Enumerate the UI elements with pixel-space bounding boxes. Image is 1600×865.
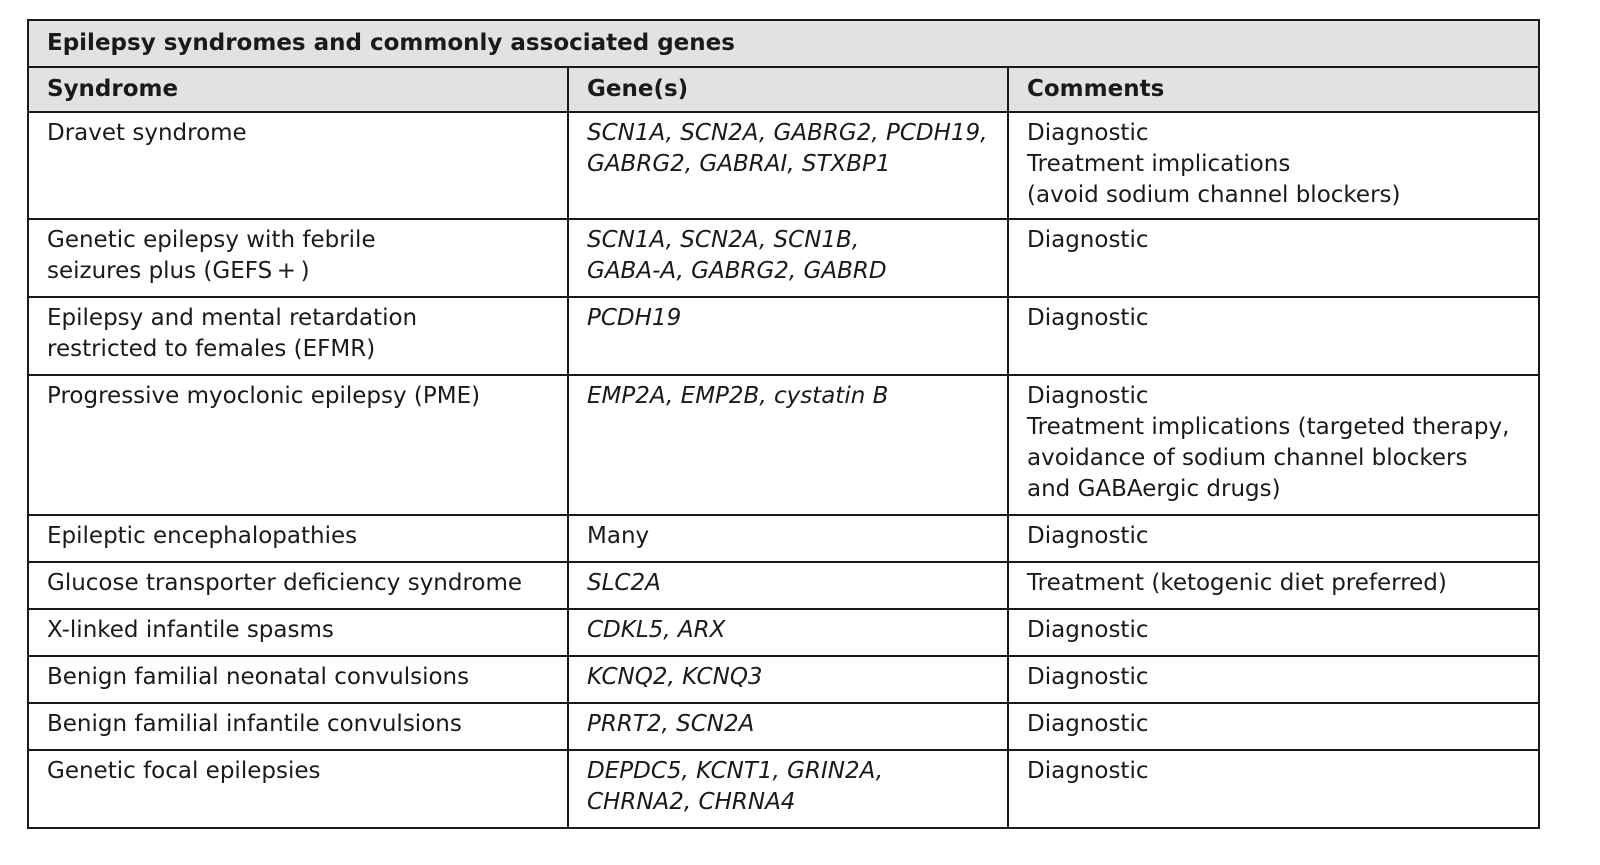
genes-cell-line: KCNQ2, KCNQ3 bbox=[587, 664, 763, 690]
genes-cell-line: SCN1A, SCN2A, GABRG2, PCDH19, bbox=[587, 120, 988, 146]
genes-cell-line: SLC2A bbox=[587, 570, 661, 596]
syndrome-cell-line: X-linked infantile spasms bbox=[47, 617, 334, 643]
syndrome-cell-line: Progressive myoclonic epilepsy (PME) bbox=[47, 383, 481, 409]
syndrome-cell-line: Genetic epilepsy with febrile bbox=[47, 227, 376, 253]
syndrome-cell: Progressive myoclonic epilepsy (PME) bbox=[27, 374, 569, 516]
table-row: Benign familial infantile convulsions PRR… bbox=[27, 702, 1540, 751]
syndrome-cell: Dravet syndrome bbox=[27, 111, 569, 220]
syndrome-cell-line: Glucose transporter deficiency syndrome bbox=[47, 570, 523, 596]
syndrome-cell-line: Benign familial infantile convulsions bbox=[47, 711, 462, 737]
syndrome-cell: Genetic focal epilepsies bbox=[27, 749, 569, 829]
genes-cell-line: CDKL5, ARX bbox=[587, 617, 726, 643]
comments-cell-line: Diagnostic bbox=[1027, 664, 1149, 690]
table-caption-row: Epilepsy syndromes and commonly associat… bbox=[27, 19, 1540, 68]
genes-cell-line: GABRG2, GABRAI, STXBP1 bbox=[587, 151, 891, 177]
comments-cell: Diagnostic Treatment implications (target… bbox=[1007, 374, 1540, 516]
syndrome-cell: X-linked infantile spasms bbox=[27, 608, 569, 657]
genes-cell-line: SCN1A, SCN2A, SCN1B, bbox=[587, 227, 860, 253]
column-header-genes: Gene(s) bbox=[567, 66, 1009, 113]
syndrome-cell: Epileptic encephalopathies bbox=[27, 514, 569, 563]
comments-cell-line: Diagnostic bbox=[1027, 305, 1149, 331]
table-row: Dravet syndrome SCN1A, SCN2A, GABRG2, PCD… bbox=[27, 111, 1540, 220]
syndrome-cell-line: Dravet syndrome bbox=[47, 120, 247, 146]
comments-cell: Treatment (ketogenic diet preferred) bbox=[1007, 561, 1540, 610]
table-row: Glucose transporter deficiency syndrome S… bbox=[27, 561, 1540, 610]
column-header-syndrome: Syndrome bbox=[27, 66, 569, 113]
syndrome-cell: Epilepsy and mental retardation restricte… bbox=[27, 296, 569, 376]
table-row: Benign familial neonatal convulsions KCNQ… bbox=[27, 655, 1540, 704]
comments-cell: Diagnostic bbox=[1007, 218, 1540, 298]
table-caption: Epilepsy syndromes and commonly associat… bbox=[27, 19, 1540, 68]
syndrome-cell-line: Benign familial neonatal convulsions bbox=[47, 664, 470, 690]
comments-cell-line: Treatment implications (targeted therapy… bbox=[1027, 414, 1510, 440]
syndrome-cell: Benign familial neonatal convulsions bbox=[27, 655, 569, 704]
syndromes-table-container: Epilepsy syndromes and commonly associat… bbox=[27, 19, 1540, 829]
genes-cell: EMP2A, EMP2B, cystatin B bbox=[567, 374, 1009, 516]
syndrome-cell: Glucose transporter deficiency syndrome bbox=[27, 561, 569, 610]
comments-cell-line: Treatment (ketogenic diet preferred) bbox=[1027, 570, 1447, 596]
comments-cell-line: Diagnostic bbox=[1027, 523, 1149, 549]
epilepsy-syndromes-table: Epilepsy syndromes and commonly associat… bbox=[27, 19, 1540, 829]
comments-cell: Diagnostic bbox=[1007, 655, 1540, 704]
table-body: Dravet syndrome SCN1A, SCN2A, GABRG2, PCD… bbox=[27, 111, 1540, 829]
comments-cell: Diagnostic bbox=[1007, 296, 1540, 376]
syndrome-cell-line: Genetic focal epilepsies bbox=[47, 758, 321, 784]
comments-cell-line: Diagnostic bbox=[1027, 383, 1149, 409]
genes-cell: Many bbox=[567, 514, 1009, 563]
genes-cell: CDKL5, ARX bbox=[567, 608, 1009, 657]
genes-cell-line: DEPDC5, KCNT1, GRIN2A, bbox=[587, 758, 884, 784]
comments-cell-line: Diagnostic bbox=[1027, 711, 1149, 737]
comments-cell-line: Diagnostic bbox=[1027, 758, 1149, 784]
comments-cell: Diagnostic bbox=[1007, 608, 1540, 657]
table-row: Genetic focal epilepsies DEPDC5, KCNT1, G… bbox=[27, 749, 1540, 829]
table-row: Epilepsy and mental retardation restricte… bbox=[27, 296, 1540, 376]
genes-cell: DEPDC5, KCNT1, GRIN2A, CHRNA2, CHRNA4 bbox=[567, 749, 1009, 829]
syndrome-cell: Genetic epilepsy with febrile seizures pl… bbox=[27, 218, 569, 298]
comments-cell-line: Diagnostic bbox=[1027, 120, 1149, 146]
comments-cell: Diagnostic bbox=[1007, 514, 1540, 563]
comments-cell-line: Treatment implications bbox=[1027, 151, 1291, 177]
syndrome-cell: Benign familial infantile convulsions bbox=[27, 702, 569, 751]
table-row: Epileptic encephalopathies Many Diagnostic bbox=[27, 514, 1540, 563]
comments-cell: Diagnostic bbox=[1007, 702, 1540, 751]
comments-cell-line: avoidance of sodium channel blockers bbox=[1027, 445, 1468, 471]
genes-cell: SCN1A, SCN2A, GABRG2, PCDH19, GABRG2, GAB… bbox=[567, 111, 1009, 220]
table-header-row: Syndrome Gene(s) Comments bbox=[27, 66, 1540, 113]
table-row: Genetic epilepsy with febrile seizures pl… bbox=[27, 218, 1540, 298]
comments-cell-line: Diagnostic bbox=[1027, 227, 1149, 253]
genes-cell: PCDH19 bbox=[567, 296, 1009, 376]
table-row: Progressive myoclonic epilepsy (PME) EMP2… bbox=[27, 374, 1540, 516]
comments-cell-line: Diagnostic bbox=[1027, 617, 1149, 643]
genes-cell-line: GABA-A, GABRG2, GABRD bbox=[587, 258, 887, 284]
genes-cell-line: PCDH19 bbox=[587, 305, 682, 331]
genes-cell-line: EMP2A, EMP2B, cystatin B bbox=[587, 383, 889, 409]
comments-cell: Diagnostic bbox=[1007, 749, 1540, 829]
genes-cell: SLC2A bbox=[567, 561, 1009, 610]
genes-cell-line: PRRT2, SCN2A bbox=[587, 711, 755, 737]
comments-cell-line: and GABAergic drugs) bbox=[1027, 476, 1281, 502]
syndrome-cell-line: seizures plus (GEFS + ) bbox=[47, 258, 310, 284]
genes-cell: KCNQ2, KCNQ3 bbox=[567, 655, 1009, 704]
syndrome-cell-line: restricted to females (EFMR) bbox=[47, 336, 376, 362]
comments-cell-line: (avoid sodium channel blockers) bbox=[1027, 182, 1401, 208]
column-header-comments: Comments bbox=[1007, 66, 1540, 113]
genes-cell-line: Many bbox=[587, 523, 650, 549]
syndrome-cell-line: Epilepsy and mental retardation bbox=[47, 305, 418, 331]
genes-cell: SCN1A, SCN2A, SCN1B, GABA-A, GABRG2, GABR… bbox=[567, 218, 1009, 298]
genes-cell: PRRT2, SCN2A bbox=[567, 702, 1009, 751]
table-row: X-linked infantile spasms CDKL5, ARX Diagn… bbox=[27, 608, 1540, 657]
genes-cell-line: CHRNA2, CHRNA4 bbox=[587, 789, 796, 815]
comments-cell: Diagnostic Treatment implications (avoid s… bbox=[1007, 111, 1540, 220]
syndrome-cell-line: Epileptic encephalopathies bbox=[47, 523, 358, 549]
